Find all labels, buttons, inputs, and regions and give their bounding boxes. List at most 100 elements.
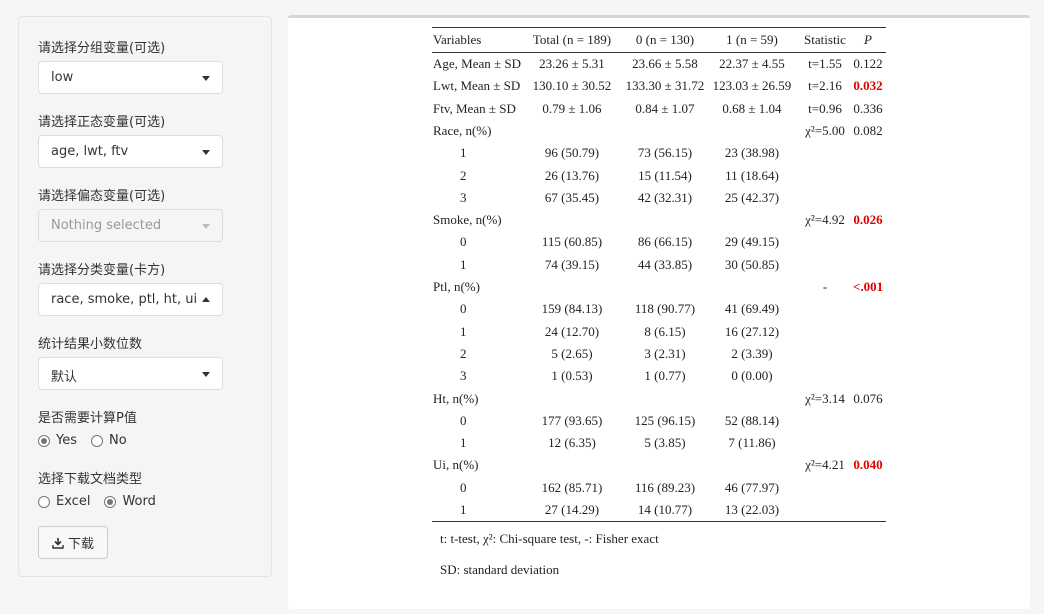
cell-variable: Smoke, n(%) <box>433 212 502 228</box>
cell-total: 115 (60.85) <box>541 234 603 250</box>
cell-total: 159 (84.13) <box>541 301 603 317</box>
doctype-word-label: Word <box>122 494 156 509</box>
pvalue-radio-group: Yes No <box>38 433 141 448</box>
cell-group-1: 52 (88.14) <box>724 412 780 428</box>
cell-variable: Age, Mean ± SD <box>433 56 522 71</box>
cell-group-0: 3 (2.31) <box>644 345 686 361</box>
cell-total: 5 (2.65) <box>551 345 593 361</box>
decimals-select[interactable]: 默认 <box>38 357 223 390</box>
header-variables: Variables <box>433 32 482 47</box>
cell-group-1: 2 (3.39) <box>731 345 773 361</box>
pvalue-yes-label: Yes <box>56 433 77 448</box>
download-icon <box>52 537 64 549</box>
header-p: P <box>864 32 872 47</box>
cell-group-0: 73 (56.15) <box>637 145 693 161</box>
cell-p-value: <.001 <box>852 279 884 294</box>
normal-variable-value: age, lwt, ftv <box>51 144 129 159</box>
cell-group-0: 14 (10.77) <box>637 502 693 517</box>
group-variable-select[interactable]: low <box>38 61 223 94</box>
cell-group-1: 25 (42.37) <box>724 189 780 205</box>
cell-statistic: χ²=5.00 <box>805 122 845 138</box>
cell-variable: 1 <box>460 145 467 161</box>
chevron-down-icon <box>202 372 210 377</box>
cell-group-1: 41 (69.49) <box>724 301 780 317</box>
cell-group-0: 125 (96.15) <box>634 412 696 428</box>
group-variable-value: low <box>51 70 74 85</box>
cell-total: 0.79 ± 1.06 <box>542 100 602 116</box>
cell-group-1: 16 (27.12) <box>724 323 780 339</box>
chevron-down-icon <box>202 224 210 229</box>
cell-total: 162 (85.71) <box>541 479 603 495</box>
doctype-excel-option[interactable]: Excel <box>38 494 90 509</box>
normal-variable-select[interactable]: age, lwt, ftv <box>38 135 223 168</box>
cell-statistic: t=1.55 <box>808 56 842 71</box>
cell-variable: 1 <box>460 502 467 517</box>
decimals-value: 默认 <box>51 370 78 385</box>
cell-total: 96 (50.79) <box>544 145 600 161</box>
doctype-word-option[interactable]: Word <box>104 494 156 509</box>
radio-unchecked-icon[interactable] <box>91 434 103 447</box>
pvalue-no-label: No <box>109 433 127 448</box>
cell-variable: Ui, n(%) <box>433 457 479 473</box>
cell-p-value: 0.040 <box>853 457 883 473</box>
cell-group-0: 23.66 ± 5.58 <box>632 56 698 71</box>
pvalue-yes-option[interactable]: Yes <box>38 433 77 448</box>
cell-group-0: 86 (66.15) <box>637 234 693 250</box>
cell-total: 12 (6.35) <box>548 435 596 451</box>
download-button[interactable]: 下载 <box>38 526 108 559</box>
cell-variable: 0 <box>460 479 467 495</box>
footnote-tests: t: t-test, χ²: Chi-square test, -: Fishe… <box>440 531 659 546</box>
cell-p-value: 0.026 <box>853 212 883 228</box>
radio-checked-icon[interactable] <box>38 434 50 447</box>
header-total: Total (n = 189) <box>532 32 612 47</box>
chevron-down-icon <box>202 150 210 155</box>
table-header-rule <box>432 52 886 53</box>
pvalue-no-option[interactable]: No <box>91 433 127 448</box>
radio-checked-icon[interactable] <box>104 495 117 508</box>
cell-variable: 0 <box>460 301 467 317</box>
cell-total: 23.26 ± 5.31 <box>539 56 605 71</box>
header-statistic: Statistic <box>804 32 846 47</box>
categorical-variable-select[interactable]: race, smoke, ptl, ht, ui <box>38 283 223 316</box>
cell-total: 26 (13.76) <box>544 167 600 183</box>
header-group-1: 1 (n = 59) <box>726 32 778 47</box>
cell-variable: 2 <box>460 345 467 361</box>
cell-p-value: 0.336 <box>853 100 883 116</box>
skewed-variable-select[interactable]: Nothing selected <box>38 209 223 242</box>
cell-variable: 1 <box>460 256 467 272</box>
cell-group-1: 11 (18.64) <box>725 167 779 183</box>
cell-variable: 3 <box>460 368 467 384</box>
cell-group-1: 13 (22.03) <box>724 502 780 517</box>
header-group-0: 0 (n = 130) <box>635 32 695 47</box>
skewed-variable-label: 请选择偏态变量(可选) <box>38 189 166 204</box>
chevron-up-icon <box>202 297 210 302</box>
cell-group-0: 118 (90.77) <box>634 301 696 317</box>
cell-group-1: 29 (49.15) <box>724 234 780 250</box>
footnote-sd: SD: standard deviation <box>440 562 560 577</box>
cell-group-1: 30 (50.85) <box>724 256 780 272</box>
cell-variable: Ht, n(%) <box>433 390 479 406</box>
cell-variable: 0 <box>460 412 467 428</box>
cell-variable: Ftv, Mean ± SD <box>433 100 516 116</box>
cell-total: 27 (14.29) <box>544 502 600 517</box>
cell-statistic: χ²=3.14 <box>805 390 845 406</box>
cell-p-value: 0.122 <box>853 56 883 71</box>
cell-group-0: 5 (3.85) <box>644 435 686 451</box>
radio-unchecked-icon[interactable] <box>38 495 50 508</box>
cell-total: 67 (35.45) <box>544 189 600 205</box>
cell-group-1: 23 (38.98) <box>724 145 780 161</box>
cell-variable: 2 <box>460 167 467 183</box>
cell-group-1: 46 (77.97) <box>724 479 780 495</box>
group-variable-label: 请选择分组变量(可选) <box>38 41 166 56</box>
cell-p-value: 0.032 <box>853 78 883 94</box>
cell-total: 1 (0.53) <box>551 368 593 384</box>
cell-variable: 0 <box>460 234 467 250</box>
cell-variable: 1 <box>460 323 467 339</box>
cell-group-0: 8 (6.15) <box>644 323 686 339</box>
cell-statistic: - <box>822 279 828 294</box>
cell-statistic: χ²=4.92 <box>805 212 845 228</box>
pvalue-label: 是否需要计算P值 <box>38 411 137 426</box>
cell-group-0: 116 (89.23) <box>634 479 696 495</box>
cell-statistic: t=2.16 <box>808 78 842 94</box>
cell-group-0: 44 (33.85) <box>637 256 693 272</box>
